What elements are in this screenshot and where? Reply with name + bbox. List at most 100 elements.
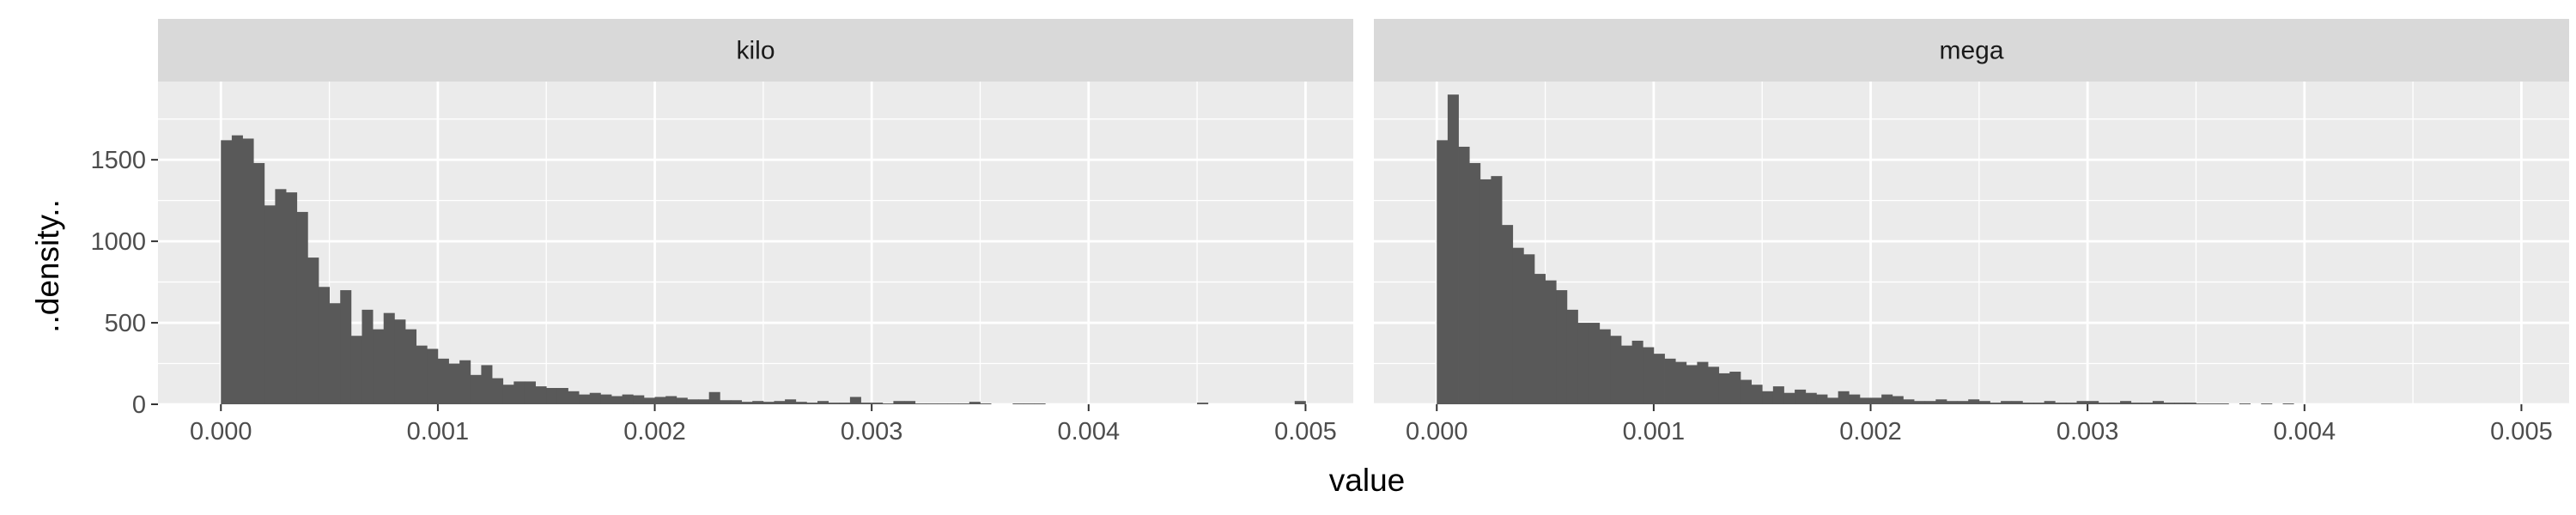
x-axis-title: value <box>1329 463 1405 498</box>
histogram-bar <box>242 138 254 404</box>
histogram-bar <box>730 400 742 404</box>
histogram-bar <box>394 319 406 404</box>
histogram-bar <box>264 205 276 404</box>
histogram-bar <box>665 396 677 404</box>
histogram-bar <box>2076 401 2088 404</box>
histogram-bar <box>1729 372 1741 404</box>
histogram-bar <box>1805 392 1817 404</box>
histogram-bar <box>502 385 514 404</box>
histogram-bar <box>2033 403 2045 404</box>
histogram-bar <box>720 400 732 404</box>
facet-strip <box>1374 19 2569 82</box>
histogram-bar <box>1599 329 1611 404</box>
histogram-bar <box>1697 361 1709 404</box>
histogram-bar <box>1990 403 2002 404</box>
histogram-bar <box>2087 401 2099 404</box>
histogram-bar <box>654 397 666 404</box>
histogram-bar <box>535 386 547 404</box>
histogram-bar <box>622 394 634 404</box>
histogram-bar <box>2130 403 2142 404</box>
histogram-bar <box>524 381 536 404</box>
histogram-bar <box>2239 403 2251 404</box>
histogram-bar <box>448 363 460 404</box>
histogram-bar <box>2163 403 2175 404</box>
histogram-bar <box>405 329 417 404</box>
panels-layer: kilo 0.000 0.001 0.002 0.003 0.004 0.005 0 500 10… <box>90 19 2569 445</box>
histogram-bar <box>741 402 753 404</box>
histogram-bar <box>2152 401 2164 404</box>
histogram-bar <box>643 397 655 404</box>
histogram-bar <box>1447 94 1459 404</box>
histogram-bar <box>806 403 818 404</box>
histogram-bar <box>1783 392 1795 404</box>
histogram-bar <box>383 312 395 404</box>
histogram-bar <box>872 403 884 404</box>
histogram-bar <box>286 192 298 404</box>
histogram-bar <box>936 403 948 404</box>
histogram-bar <box>2184 403 2196 404</box>
y-axis-title: ..density.. <box>30 199 65 333</box>
histogram-bar <box>1751 385 1763 404</box>
histogram-bar <box>1523 254 1535 404</box>
histogram-bar <box>2142 403 2154 404</box>
histogram-bar <box>1859 397 1871 404</box>
histogram-bar <box>914 403 927 404</box>
histogram-bar <box>1577 323 1589 404</box>
histogram-bar <box>2282 403 2294 404</box>
histogram-bar <box>926 403 938 404</box>
histogram-bar <box>1849 394 1861 404</box>
histogram-bar <box>1827 397 1839 404</box>
x-tick-label: 0.004 <box>1058 418 1121 445</box>
histogram-bar <box>1892 396 1904 404</box>
x-tick-label: 0.003 <box>841 418 903 445</box>
histogram-bar <box>2174 403 2186 404</box>
histogram-bar <box>2109 403 2121 404</box>
histogram-bar <box>1566 309 1578 404</box>
histogram-bar <box>568 391 580 404</box>
histogram-bar <box>839 403 851 404</box>
histogram-bar <box>1024 403 1036 404</box>
histogram-bar <box>1914 401 1926 404</box>
histogram-bar <box>1012 403 1024 404</box>
x-tick-label: 0.001 <box>1623 418 1686 445</box>
histogram-bar <box>1469 162 1481 404</box>
histogram-bar <box>1946 401 1958 404</box>
histogram-bar <box>556 388 568 404</box>
x-tick-label: 0.002 <box>1839 418 1902 445</box>
histogram-bar <box>795 402 807 404</box>
histogram-bar <box>1968 399 1980 404</box>
histogram-bar <box>817 401 829 404</box>
histogram-bar <box>785 399 797 404</box>
histogram-bar <box>427 348 439 404</box>
histogram-bar <box>546 388 558 404</box>
histogram-bar <box>882 403 894 404</box>
x-tick-label: 0.005 <box>2490 418 2553 445</box>
histogram-bar <box>1294 401 1306 404</box>
histogram-bar <box>1740 379 1752 404</box>
histogram-bar <box>2217 403 2229 404</box>
histogram-bar <box>904 401 916 404</box>
histogram-bar <box>1643 347 1655 404</box>
histogram-bar <box>253 162 265 404</box>
histogram-bar <box>1589 323 1601 404</box>
histogram-bar <box>1479 179 1492 404</box>
histogram-bar <box>361 309 374 404</box>
histogram-bar <box>860 403 872 404</box>
histogram-bar <box>350 336 362 404</box>
histogram-bar <box>492 378 504 404</box>
histogram-bar <box>1772 386 1784 404</box>
histogram-bar <box>470 374 482 404</box>
histogram-bar <box>1664 358 1676 404</box>
histogram-bar <box>275 189 287 404</box>
histogram-bar <box>1978 401 1990 404</box>
histogram-bar <box>849 397 861 404</box>
facet-strip <box>158 19 1353 82</box>
histogram-bar <box>958 403 970 404</box>
histogram-bar <box>2207 403 2219 404</box>
histogram-bar <box>1870 397 1882 404</box>
histogram-bar <box>221 140 233 404</box>
histogram-bar <box>1924 401 1936 404</box>
histogram-bar <box>2196 403 2208 404</box>
histogram-bar <box>1795 389 1807 404</box>
histogram-bar <box>481 365 493 404</box>
